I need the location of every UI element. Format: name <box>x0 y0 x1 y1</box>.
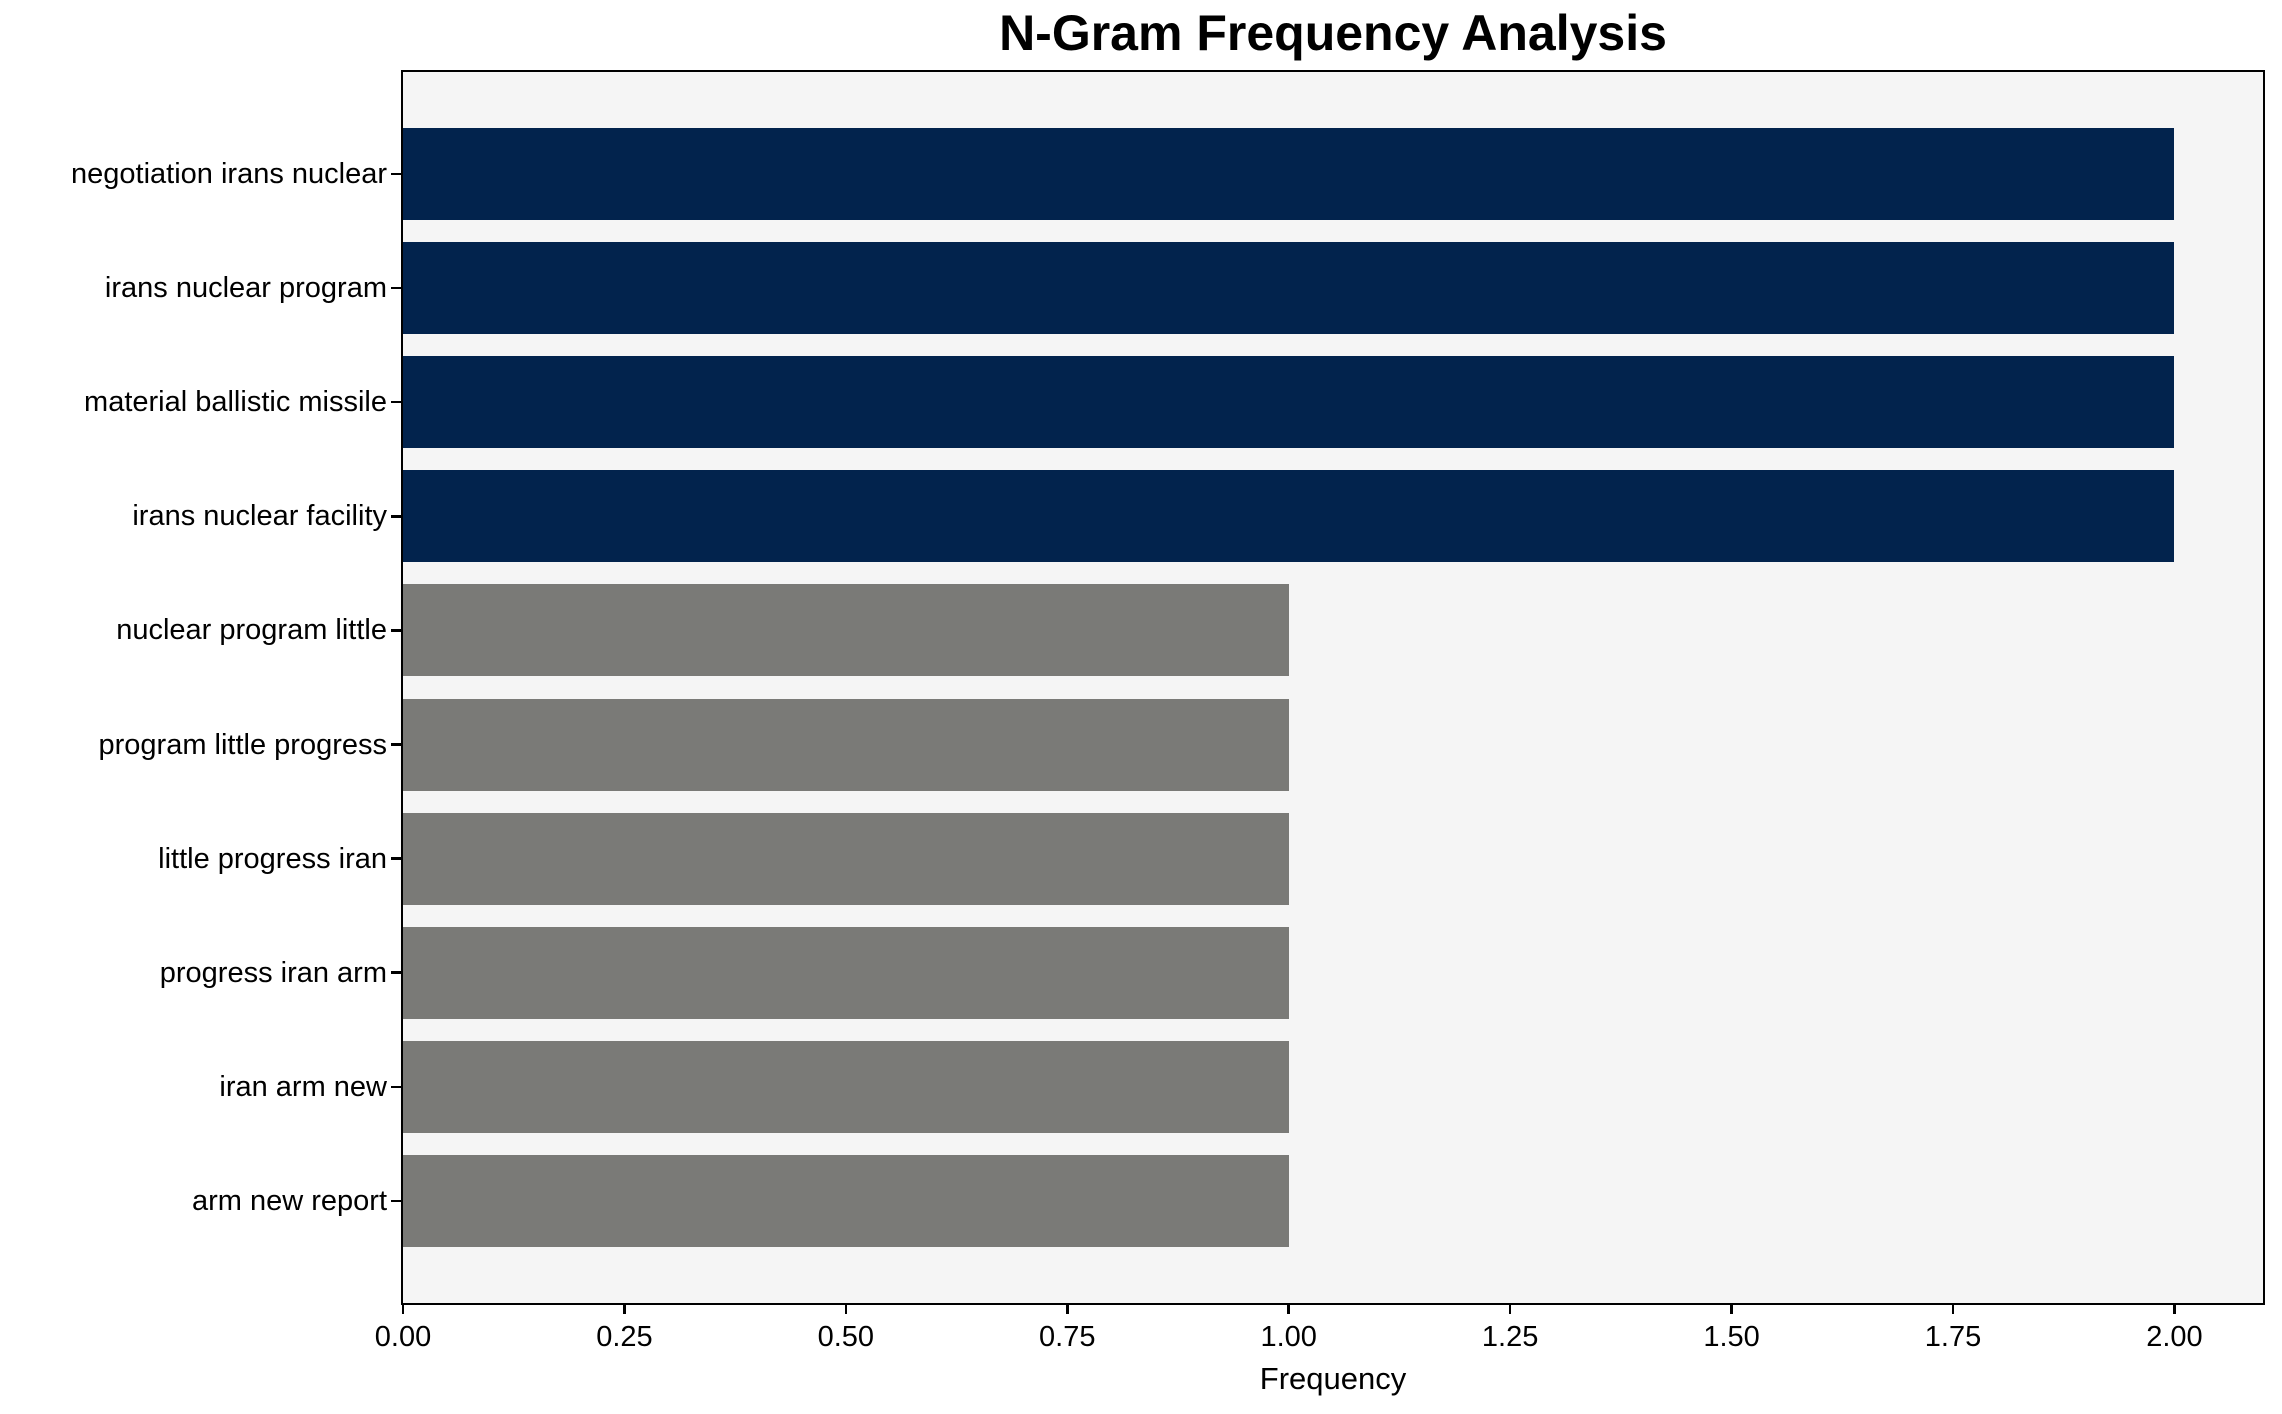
y-tick <box>391 629 403 632</box>
x-tick-label: 1.00 <box>1260 1321 1317 1353</box>
bar-3 <box>403 356 2175 449</box>
x-tick <box>1287 1303 1290 1314</box>
y-tick-label: iran arm new <box>219 1070 387 1103</box>
x-axis-label: Frequency <box>1259 1361 1407 1396</box>
x-tick-label: 1.50 <box>1703 1321 1760 1353</box>
y-tick <box>391 971 403 974</box>
y-tick-label: irans nuclear program <box>104 272 387 305</box>
bar-7 <box>403 812 1289 905</box>
y-tick-label: progress iran arm <box>159 956 387 989</box>
bar-2 <box>403 242 2175 335</box>
x-tick-label: 0.50 <box>817 1321 875 1353</box>
x-tick <box>1951 1303 1955 1314</box>
bar-5 <box>403 584 1289 677</box>
x-tick <box>623 1303 626 1314</box>
y-tick-label: negotiation irans nuclear <box>71 158 387 190</box>
y-tick <box>391 1199 403 1203</box>
y-tick-label: nuclear program little <box>116 614 387 647</box>
x-tick-label: 1.75 <box>1924 1321 1982 1353</box>
bar-4 <box>403 470 2175 563</box>
y-tick-label: irans nuclear facility <box>132 500 387 533</box>
y-tick <box>391 172 403 176</box>
bar-1 <box>403 128 2175 220</box>
y-tick <box>391 400 403 404</box>
x-tick-label: 0.00 <box>374 1321 432 1353</box>
x-tick-label: 2.00 <box>2146 1321 2203 1353</box>
bar-6 <box>403 698 1289 791</box>
y-tick <box>391 515 403 518</box>
y-tick-label: little progress iran <box>158 842 387 875</box>
x-tick <box>1508 1303 1512 1314</box>
y-tick <box>391 1085 403 1089</box>
x-tick <box>401 1303 405 1314</box>
bar-10 <box>403 1154 1289 1247</box>
y-tick-label: program little progress <box>98 728 388 761</box>
x-tick-label: 0.25 <box>596 1321 653 1353</box>
y-tick <box>391 743 403 746</box>
bar-9 <box>403 1040 1289 1133</box>
bar-8 <box>403 926 1289 1019</box>
x-tick <box>1730 1303 1733 1314</box>
x-tick-label: 1.25 <box>1481 1321 1539 1353</box>
y-tick-label: material ballistic missile <box>84 386 387 419</box>
y-tick-label: arm new report <box>191 1184 387 1217</box>
x-tick <box>844 1303 848 1314</box>
x-tick <box>2173 1303 2176 1314</box>
plot-area <box>403 72 2263 1303</box>
y-tick <box>391 857 403 860</box>
x-tick-label: 0.75 <box>1039 1321 1096 1353</box>
x-tick <box>1066 1303 1069 1314</box>
y-tick <box>391 286 403 290</box>
chart-title: N-Gram Frequency Analysis <box>999 5 1667 61</box>
